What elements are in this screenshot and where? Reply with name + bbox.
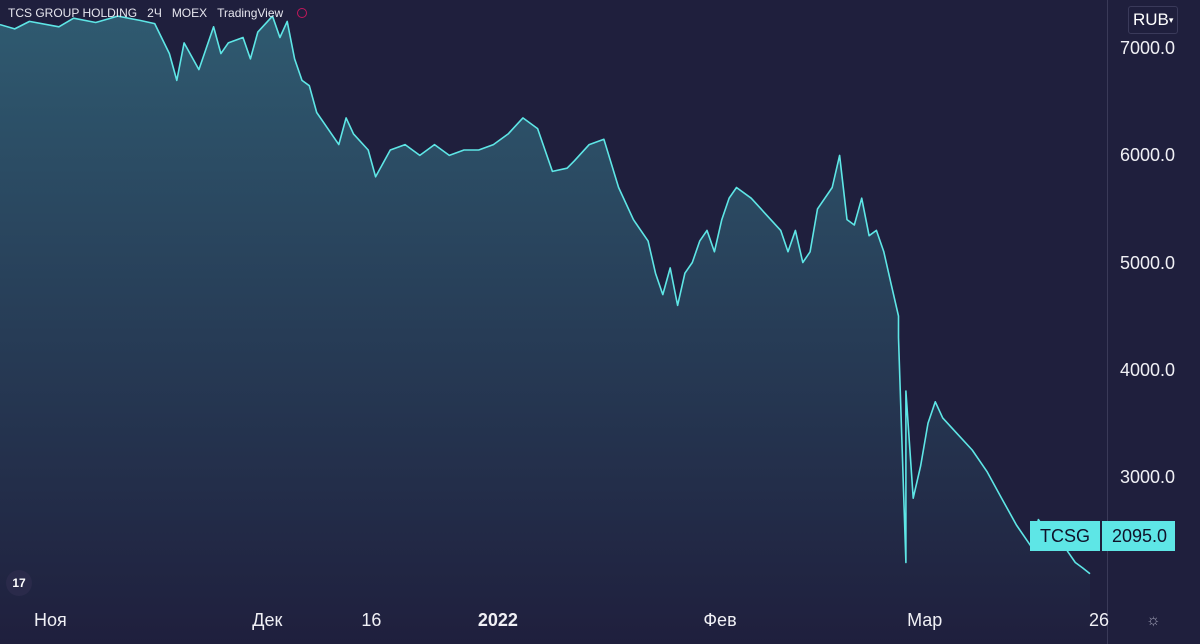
last-price-tag: TCSG 2095.0 xyxy=(1030,521,1176,551)
settings-icon[interactable]: ☼ xyxy=(1146,612,1161,629)
currency-label: RUB xyxy=(1133,10,1169,29)
price-axis-separator xyxy=(1107,0,1108,644)
chevron-down-icon: ▾ xyxy=(1168,15,1174,26)
x-tick-label: Мар xyxy=(907,610,943,630)
price-line xyxy=(0,15,1091,575)
symbol-header: TCS GROUP HOLDING 2Ч MOEX TradingView xyxy=(8,6,308,20)
x-tick-label: Ноя xyxy=(34,610,67,630)
symbol-name: TCS GROUP HOLDING xyxy=(8,6,138,20)
y-tick-label: 4000.0 xyxy=(1120,359,1176,380)
price-area-fill xyxy=(0,16,1090,644)
provider-label: TradingView xyxy=(217,6,284,20)
currency-button[interactable]: RUB▾ xyxy=(1128,6,1179,34)
x-tick-label: 2022 xyxy=(477,610,518,630)
y-tick-label: 3000.0 xyxy=(1120,466,1176,487)
y-tick-label: 5000.0 xyxy=(1120,252,1176,273)
tradingview-logo-icon[interactable]: 17 xyxy=(6,570,32,596)
y-tick-label: 7000.0 xyxy=(1120,38,1176,59)
price-tag-symbol: TCSG xyxy=(1030,521,1101,551)
x-tick-label: 26 xyxy=(1089,610,1110,630)
x-tick-label: Фев xyxy=(703,610,737,630)
exchange-label: MOEX xyxy=(171,6,208,20)
interval-label: 2Ч xyxy=(147,6,162,20)
status-dot-icon xyxy=(297,8,308,18)
y-tick-label: 6000.0 xyxy=(1120,145,1176,166)
price-tag-value: 2095.0 xyxy=(1100,521,1176,551)
x-tick-label: 16 xyxy=(361,610,382,630)
x-tick-label: Дек xyxy=(252,610,283,630)
